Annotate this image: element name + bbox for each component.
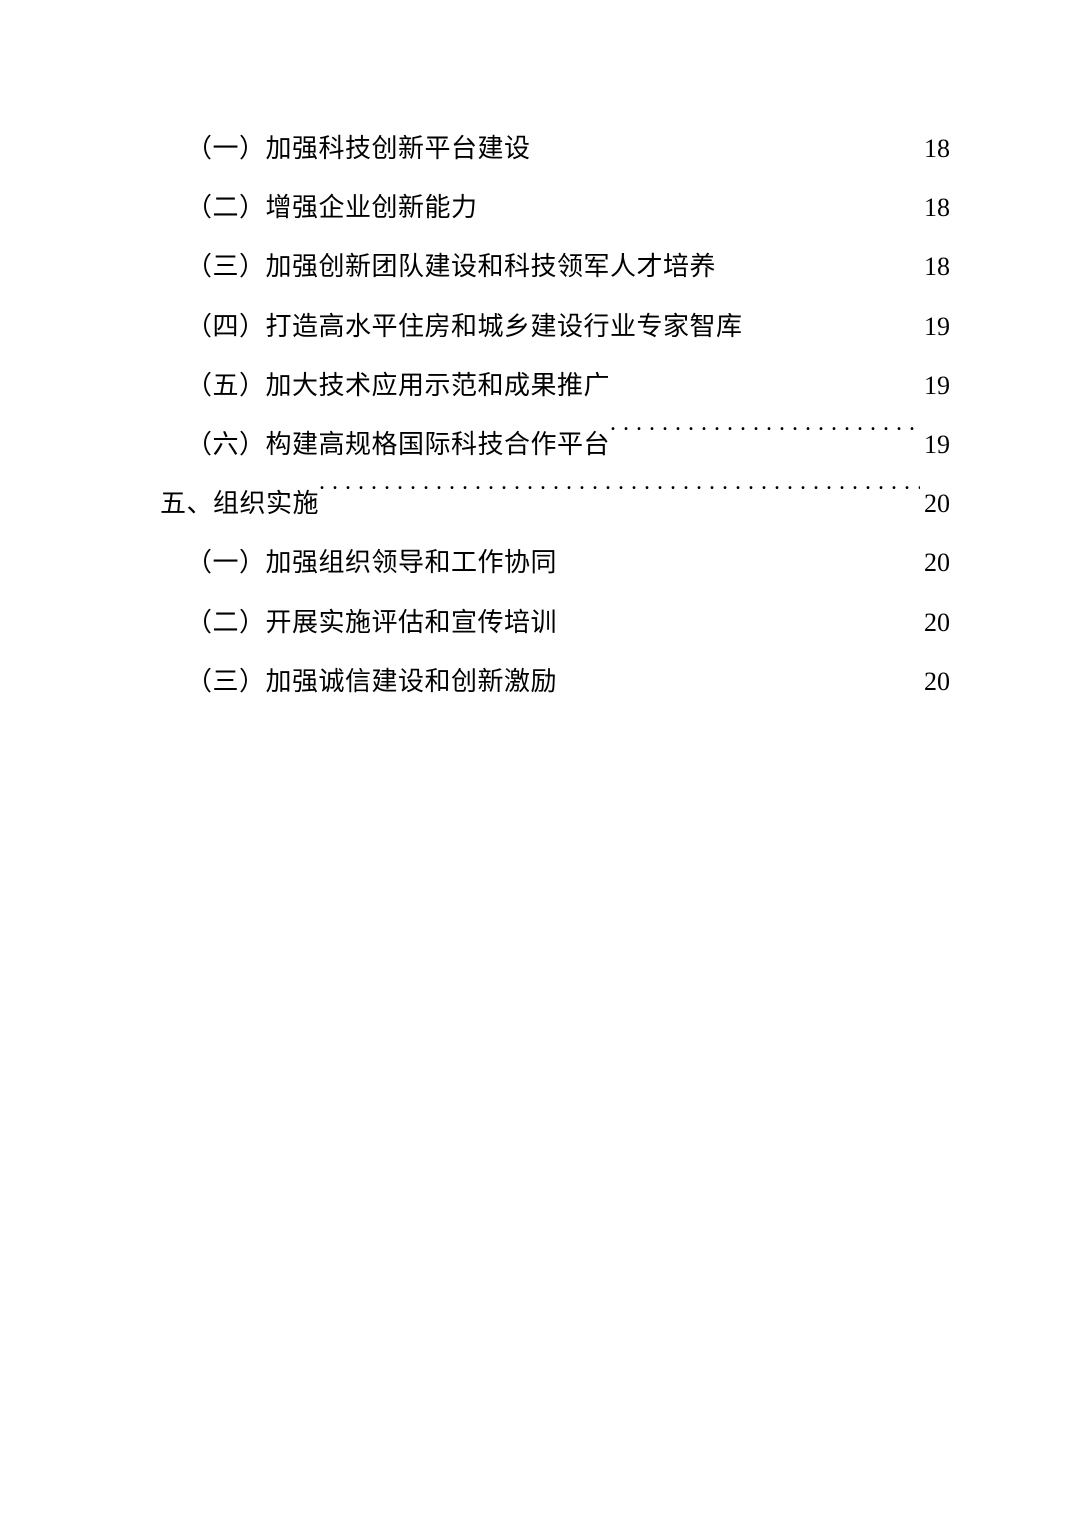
toc-label: （一）加强科技创新平台建设 xyxy=(186,120,531,177)
toc-entry: （二）开展实施评估和宣传培训 20 xyxy=(160,594,950,651)
toc-page: 19 xyxy=(920,416,950,473)
toc-page: 20 xyxy=(920,594,950,651)
toc-leader xyxy=(557,602,920,631)
toc-page: 18 xyxy=(920,238,950,295)
toc-entry: （六）构建高规格国际科技合作平台 19 xyxy=(160,416,950,473)
toc-page: 20 xyxy=(920,534,950,591)
toc-container: （一）加强科技创新平台建设18（二）增强企业创新能力18（三）加强创新团队建设和… xyxy=(160,120,950,710)
toc-label: （三）加强诚信建设和创新激励 xyxy=(186,653,557,710)
toc-page: 19 xyxy=(920,357,950,414)
toc-label: （三）加强创新团队建设和科技领军人才培养 xyxy=(186,238,716,295)
toc-label: （二）开展实施评估和宣传培训 xyxy=(186,594,557,651)
toc-entry: （三）加强诚信建设和创新激励 20 xyxy=(160,653,950,710)
toc-leader xyxy=(531,128,920,157)
toc-leader xyxy=(610,365,920,394)
toc-label: （六）构建高规格国际科技合作平台 xyxy=(186,416,610,473)
toc-page: 18 xyxy=(920,179,950,236)
toc-label: （四）打造高水平住房和城乡建设行业专家智库 xyxy=(186,298,743,355)
toc-label: （二）增强企业创新能力 xyxy=(186,179,478,236)
toc-entry: （五）加大技术应用示范和成果推广 19 xyxy=(160,357,950,414)
toc-leader xyxy=(478,188,920,217)
toc-leader xyxy=(319,484,920,513)
toc-label: 五、组织实施 xyxy=(160,475,319,532)
toc-label: （一）加强组织领导和工作协同 xyxy=(186,534,557,591)
toc-entry: 五、组织实施 20 xyxy=(160,475,950,532)
toc-page: 18 xyxy=(920,120,950,177)
toc-entry: （一）加强组织领导和工作协同 20 xyxy=(160,534,950,591)
toc-leader xyxy=(557,543,920,572)
toc-leader xyxy=(716,247,920,276)
toc-leader xyxy=(610,424,920,453)
toc-entry: （二）增强企业创新能力 18 xyxy=(160,179,950,236)
toc-leader xyxy=(743,306,920,335)
toc-label: （五）加大技术应用示范和成果推广 xyxy=(186,357,610,414)
toc-entry: （三）加强创新团队建设和科技领军人才培养 18 xyxy=(160,238,950,295)
toc-page: 19 xyxy=(920,298,950,355)
toc-entry: （一）加强科技创新平台建设 18 xyxy=(160,120,950,177)
toc-page: 20 xyxy=(920,475,950,532)
toc-page: 20 xyxy=(920,653,950,710)
toc-leader xyxy=(557,661,920,690)
toc-entry: （四）打造高水平住房和城乡建设行业专家智库 19 xyxy=(160,298,950,355)
